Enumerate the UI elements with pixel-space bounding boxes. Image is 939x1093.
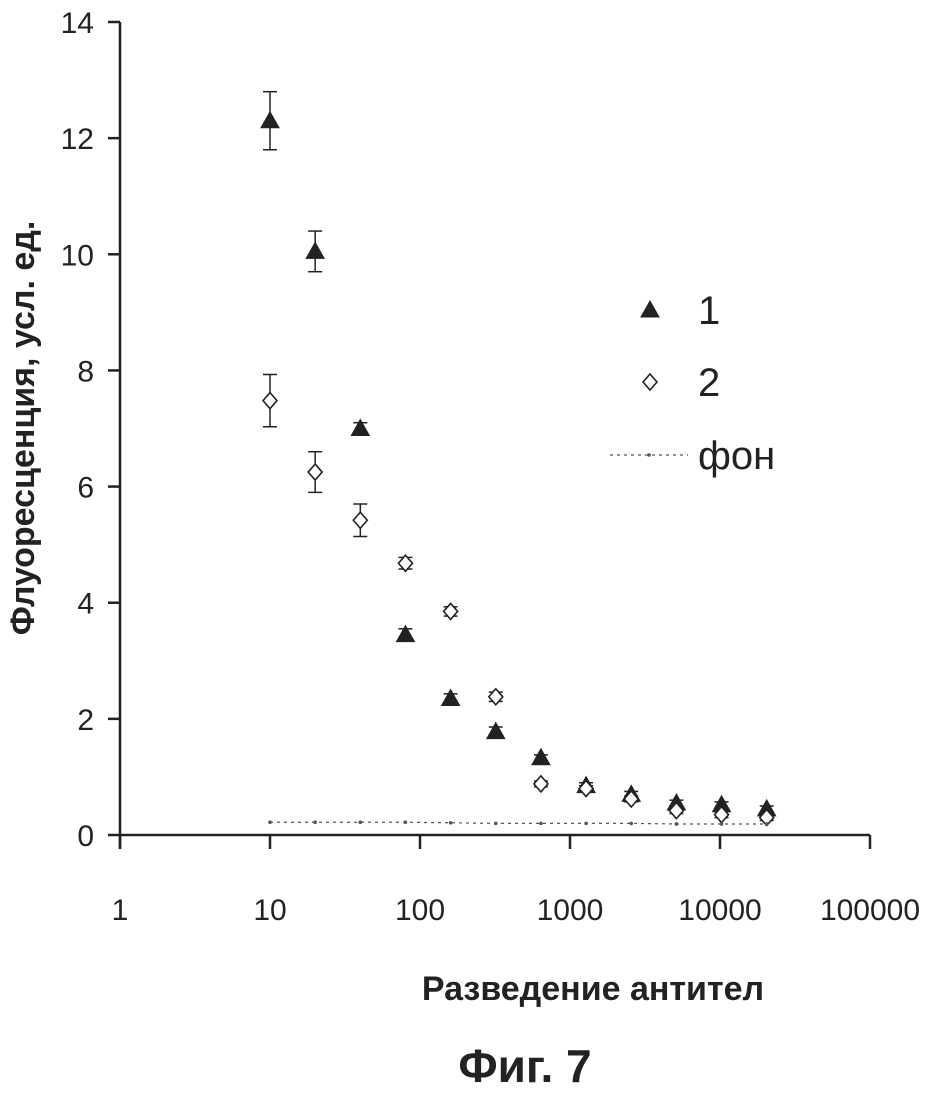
background-point (539, 822, 543, 826)
diamond-point (534, 776, 548, 792)
background-point (675, 822, 679, 826)
legend-label: фон (698, 434, 775, 478)
y-tick-label: 2 (77, 704, 94, 737)
y-tick-label: 0 (77, 820, 94, 853)
legend-entry: фон (610, 434, 775, 478)
x-tick-label: 10 (253, 894, 286, 927)
triangle-point (532, 749, 550, 765)
triangle-point (306, 242, 324, 258)
y-tick-label: 10 (61, 239, 94, 272)
background-point (720, 822, 724, 826)
diamond-point (263, 393, 277, 409)
y-tick-label: 12 (61, 123, 94, 156)
y-tick-label: 8 (77, 355, 94, 388)
background-line (270, 822, 767, 824)
triangle-point (351, 420, 369, 436)
legend-label: 1 (698, 289, 720, 333)
diamond-point (489, 689, 503, 705)
legend-diamond-icon (643, 374, 657, 390)
x-tick-label: 10000 (678, 894, 761, 927)
x-tick-label: 1000 (537, 894, 604, 927)
background-point (404, 820, 408, 824)
y-tick-label: 14 (61, 7, 94, 40)
y-tick-label: 6 (77, 472, 94, 505)
series-3 (268, 820, 768, 825)
diamond-point (353, 512, 367, 528)
triangle-point (396, 626, 414, 642)
triangle-point (487, 723, 505, 739)
x-axis-title: Разведение антител (422, 970, 764, 1008)
legend-dot (647, 453, 651, 457)
legend-label: 2 (698, 361, 720, 405)
x-tick-label: 1 (112, 894, 129, 927)
background-point (765, 822, 769, 826)
background-point (268, 820, 272, 824)
background-point (584, 822, 588, 826)
diamond-point (308, 464, 322, 480)
triangle-point (261, 112, 279, 128)
axes: 02468101214110100100010000100000 (61, 7, 920, 927)
legend-entry: 2 (643, 361, 720, 405)
triangle-point (442, 690, 460, 706)
background-point (313, 820, 317, 824)
x-tick-label: 100 (395, 894, 445, 927)
background-point (494, 822, 498, 826)
diamond-point (444, 603, 458, 619)
background-point (629, 822, 633, 826)
legend-triangle-icon (641, 301, 659, 317)
background-point (359, 820, 363, 824)
y-axis-title: Флуоресценция, усл. ед. (4, 221, 42, 636)
legend: 1 2 фон (610, 289, 775, 478)
legend-entry: 1 (641, 289, 720, 333)
figure-caption: Фиг. 7 (458, 1040, 591, 1092)
x-tick-label: 100000 (820, 894, 920, 927)
background-point (449, 821, 453, 825)
y-tick-label: 4 (77, 588, 94, 621)
